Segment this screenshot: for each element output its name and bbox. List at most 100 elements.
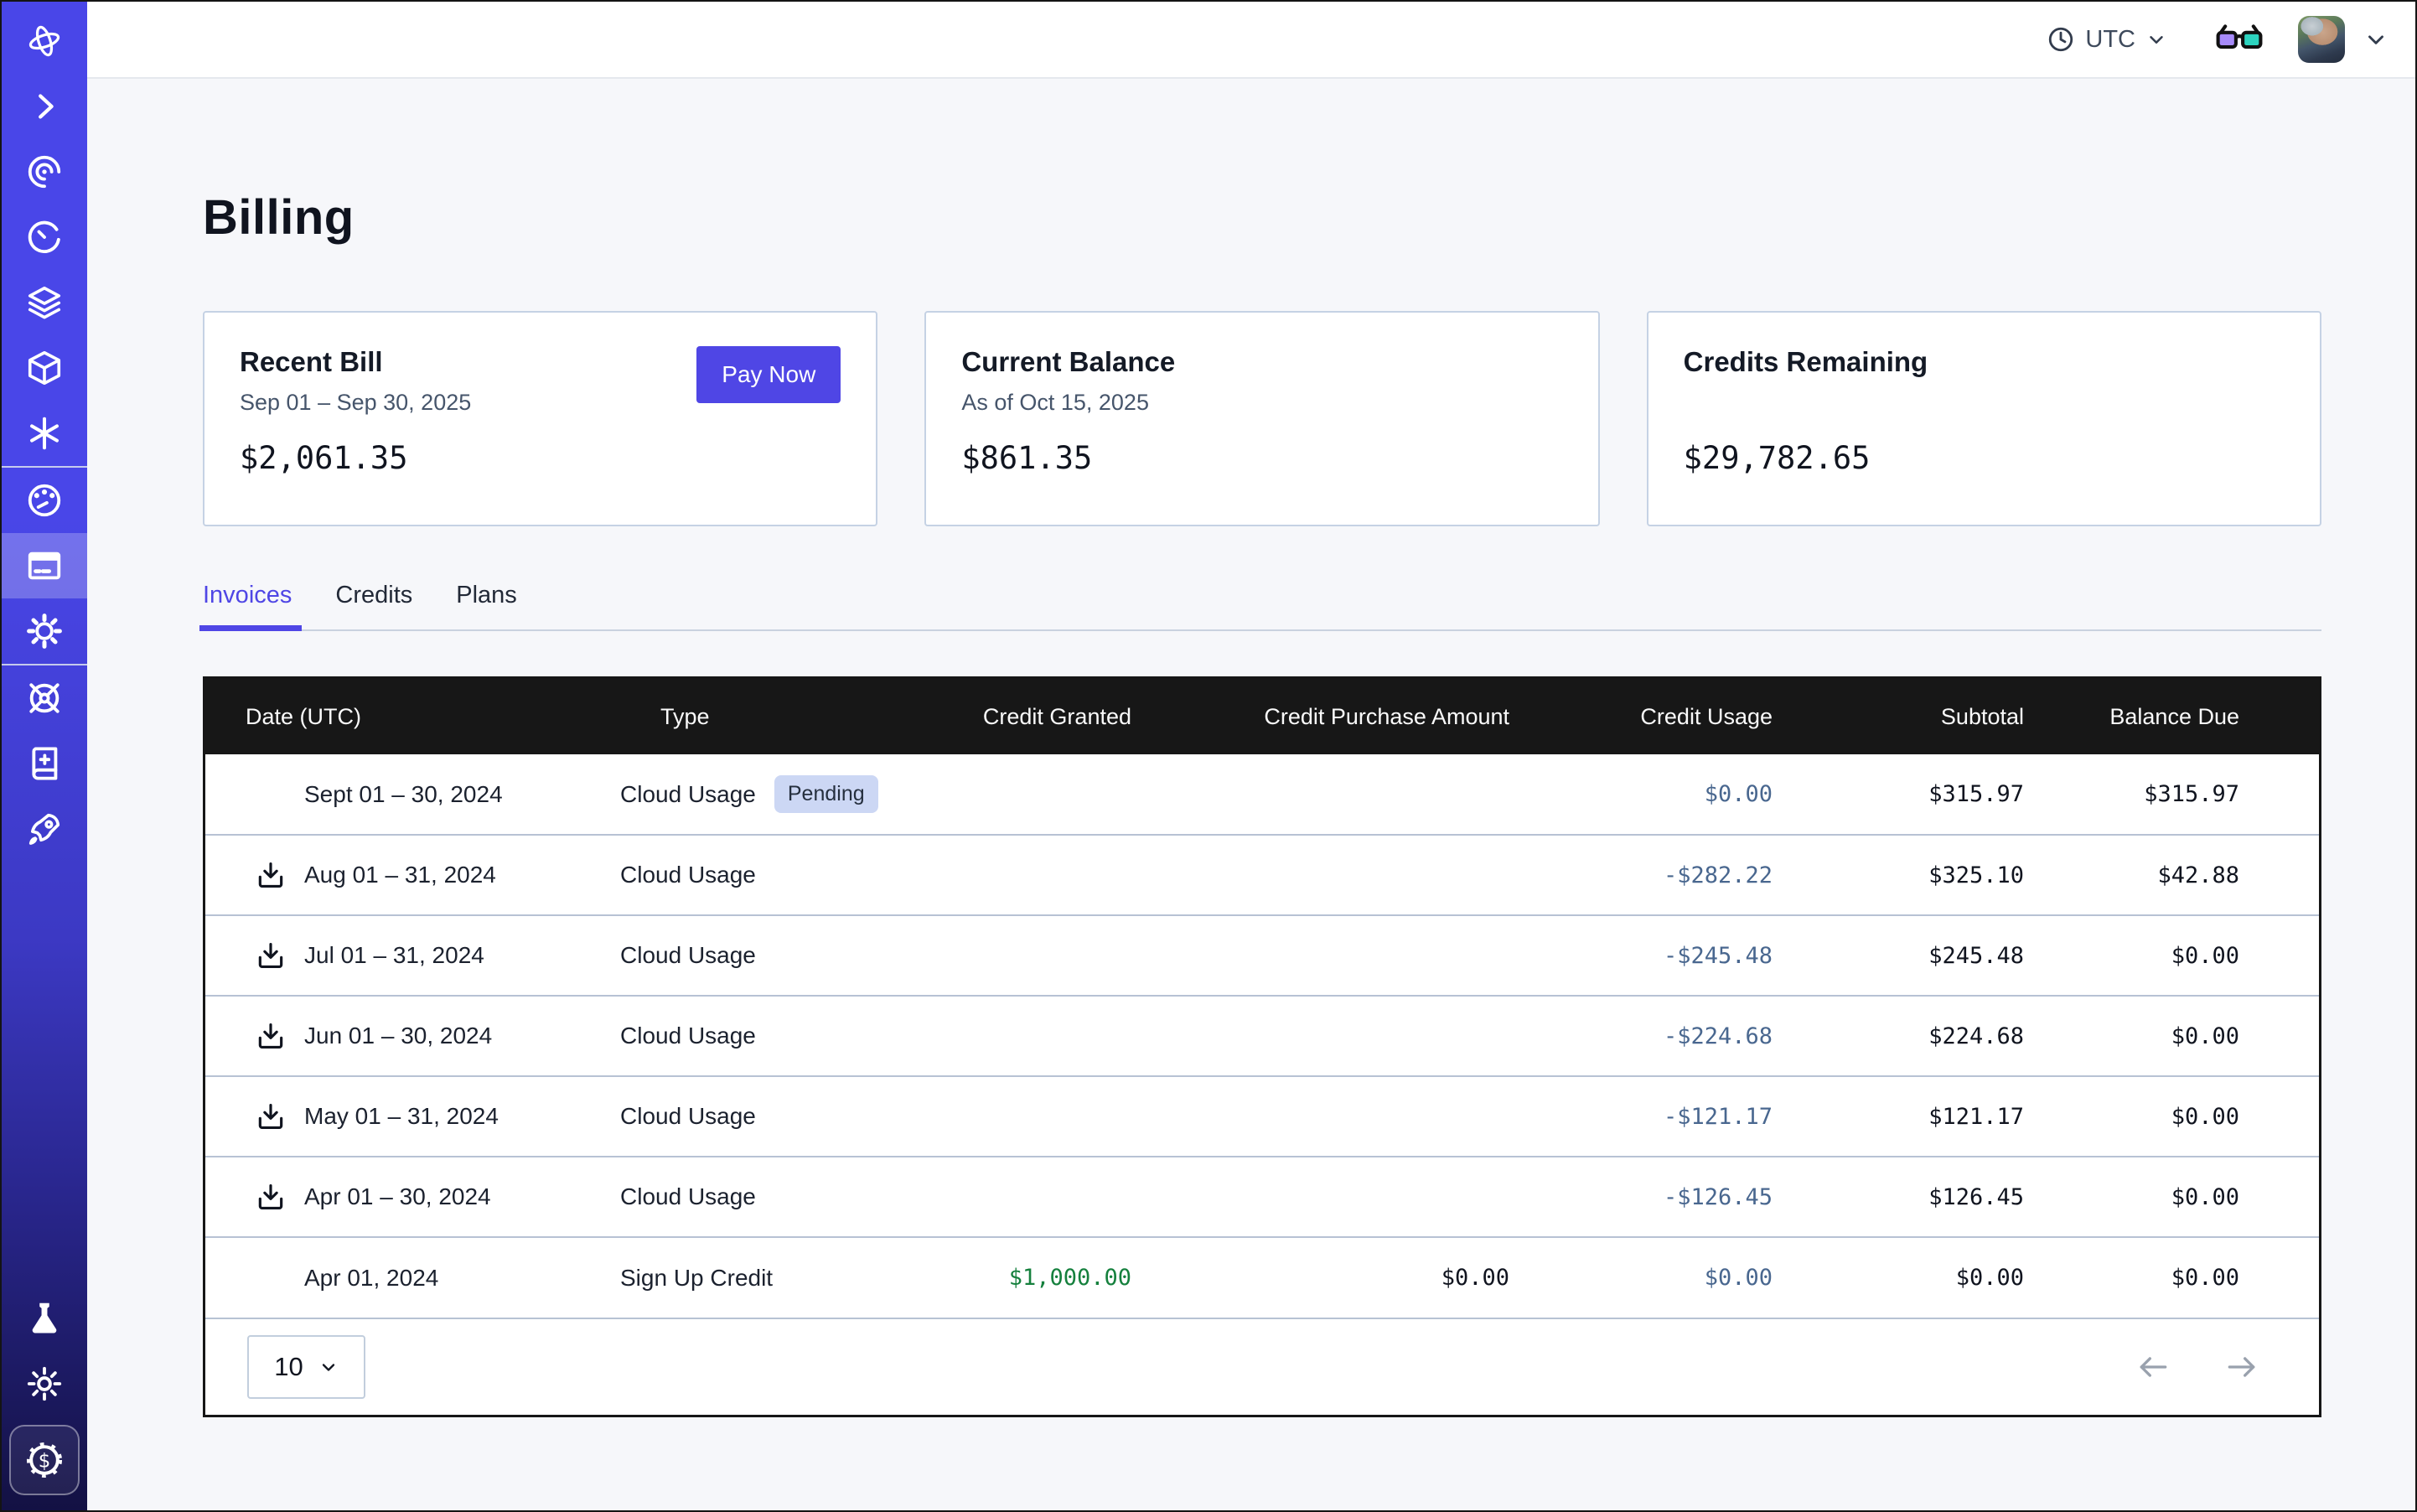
recent-bill-card: Recent Bill Sep 01 – Sep 30, 2025 $2,061… <box>203 311 878 526</box>
svg-text:$: $ <box>39 1451 51 1473</box>
column-header-subtotal: Subtotal <box>1813 679 2064 754</box>
card-subtitle <box>1684 390 2285 418</box>
credit-usage: -$245.48 <box>1550 914 1813 996</box>
invoice-type: Cloud Usage <box>620 1023 756 1049</box>
download-invoice-button[interactable] <box>254 1019 287 1053</box>
layers-icon[interactable] <box>2 270 87 335</box>
credit-purchase-amount <box>1172 1075 1550 1157</box>
invoice-type: Cloud Usage <box>620 942 756 968</box>
observe-spiral-icon[interactable] <box>2 139 87 205</box>
credits-remaining-card: Credits Remaining $29,782.65 <box>1646 311 2321 526</box>
column-header-credit-purchase: Credit Purchase Amount <box>1172 679 1550 754</box>
balance-due: $0.00 <box>2064 1075 2319 1157</box>
credit-purchase-amount <box>1172 995 1550 1076</box>
credit-usage: -$126.45 <box>1550 1156 1813 1237</box>
credit-usage: -$282.22 <box>1550 834 1813 915</box>
chevron-down-icon <box>2150 36 2163 44</box>
table-row: Apr 01, 2024 Sign Up Credit $1,000.00 $0… <box>205 1236 2319 1318</box>
credit-granted <box>930 834 1172 915</box>
balance-due: $42.88 <box>2064 834 2319 915</box>
pay-now-button[interactable]: Pay Now <box>696 346 841 403</box>
invoice-type: Cloud Usage <box>620 1183 756 1209</box>
docs-book-icon[interactable] <box>2 731 87 796</box>
credit-granted <box>930 914 1172 996</box>
download-invoice-button[interactable] <box>254 1180 287 1214</box>
table-footer: 10 <box>205 1318 2319 1415</box>
subtotal: $121.17 <box>1813 1075 2064 1157</box>
card-title: Credits Remaining <box>1683 346 1928 377</box>
tab-credits[interactable]: Credits <box>335 582 413 608</box>
credit-granted <box>930 1075 1172 1157</box>
subtotal: $224.68 <box>1813 995 2064 1076</box>
billing-tabs: Invoices Credits Plans <box>199 582 2321 631</box>
card-amount: $2,061.35 <box>240 440 408 476</box>
invoice-type: Cloud Usage <box>620 780 756 807</box>
card-amount: $29,782.65 <box>1683 440 1871 476</box>
credit-granted <box>930 1156 1172 1237</box>
credit-purchase-amount: $0.00 <box>1172 1236 1550 1318</box>
tab-invoices[interactable]: Invoices <box>199 582 303 631</box>
table-row: Jul 01 – 31, 2024 Cloud Usage -$245.48 $… <box>205 914 2319 996</box>
usage-gauge-icon[interactable] <box>2 468 87 533</box>
download-invoice-button[interactable] <box>254 939 287 972</box>
page-title: Billing <box>203 190 355 245</box>
billing-card-icon[interactable] <box>2 533 87 598</box>
asterisk-icon[interactable] <box>2 401 87 466</box>
credit-usage: -$224.68 <box>1550 995 1813 1076</box>
sidebar: $ <box>2 2 87 1510</box>
helm-wheel-icon[interactable] <box>2 665 87 731</box>
logo-orbit-icon[interactable] <box>2 8 87 74</box>
credits-dollar-badge-icon[interactable]: $ <box>9 1425 80 1495</box>
cube-icon[interactable] <box>2 335 87 401</box>
balance-due: $0.00 <box>2064 1236 2319 1318</box>
invoice-type: Cloud Usage <box>620 862 756 888</box>
timer-icon[interactable] <box>2 205 87 270</box>
column-header-credit-usage: Credit Usage <box>1550 679 1813 754</box>
avatar[interactable] <box>2298 16 2345 63</box>
credit-granted <box>930 995 1172 1076</box>
chevron-down-icon[interactable] <box>2363 27 2389 52</box>
balance-due: $315.97 <box>2144 781 2239 807</box>
credit-purchase-amount <box>1172 754 1550 835</box>
table-row: May 01 – 31, 2024 Cloud Usage -$121.17 $… <box>205 1075 2319 1157</box>
subtotal: $126.45 <box>1813 1156 2064 1237</box>
invoice-date: Apr 01 – 30, 2024 <box>304 1183 491 1209</box>
card-title: Recent Bill <box>240 346 383 377</box>
invoice-date: Jun 01 – 30, 2024 <box>304 1023 493 1049</box>
column-header-type: Type <box>620 679 930 754</box>
subtotal: $245.48 <box>1813 914 2064 996</box>
balance-due: $0.00 <box>2064 914 2319 996</box>
rocket-icon[interactable] <box>2 796 87 862</box>
topbar: UTC <box>87 2 2415 79</box>
invoice-date: May 01 – 31, 2024 <box>304 1103 499 1129</box>
subtotal: $315.97 <box>1928 781 2024 807</box>
previous-page-arrow-icon[interactable] <box>2135 1349 2171 1385</box>
download-invoice-button[interactable] <box>254 1100 287 1133</box>
invoices-table: Date (UTC) Type Credit Granted Credit Pu… <box>203 676 2321 1417</box>
page-size-select[interactable]: 10 <box>247 1335 365 1399</box>
card-amount: $861.35 <box>961 440 1093 476</box>
timezone-selector[interactable]: UTC <box>2047 25 2167 54</box>
collapse-chevron-icon[interactable] <box>2 74 87 139</box>
column-header-balance-due: Balance Due <box>2064 679 2319 754</box>
glasses-icon[interactable] <box>2216 23 2263 57</box>
sidebar-divider <box>2 664 87 665</box>
tab-plans[interactable]: Plans <box>456 582 517 608</box>
invoice-type: Cloud Usage <box>620 1103 756 1129</box>
sidebar-spacer <box>2 862 87 1286</box>
invoice-type: Sign Up Credit <box>620 1264 774 1291</box>
table-row: Aug 01 – 31, 2024 Cloud Usage -$282.22 $… <box>205 834 2319 915</box>
subtotal: $0.00 <box>1813 1236 2064 1318</box>
settings-gear-icon[interactable] <box>2 598 87 664</box>
flask-icon[interactable] <box>2 1286 87 1351</box>
download-invoice-button[interactable] <box>254 858 287 892</box>
theme-sun-icon[interactable] <box>2 1351 87 1416</box>
next-page-arrow-icon[interactable] <box>2223 1349 2260 1385</box>
chevron-down-icon <box>322 1364 334 1371</box>
subtotal: $325.10 <box>1813 834 2064 915</box>
credit-usage: -$121.17 <box>1550 1075 1813 1157</box>
table-row: Jun 01 – 30, 2024 Cloud Usage -$224.68 $… <box>205 995 2319 1076</box>
download-slot <box>254 778 287 811</box>
invoice-date: Aug 01 – 31, 2024 <box>304 862 496 888</box>
